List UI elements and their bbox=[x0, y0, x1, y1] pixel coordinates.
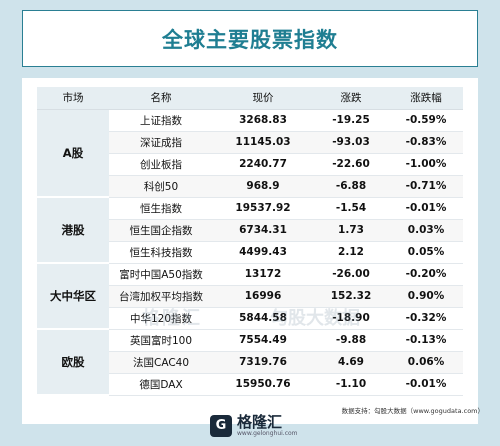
logo-url: www.gelonghui.com bbox=[237, 430, 298, 437]
price-cell: 5844.58 bbox=[213, 307, 313, 330]
change-cell: -1.54 bbox=[313, 197, 389, 220]
pct-cell: -0.59% bbox=[389, 109, 463, 132]
table-panel: 市场 名称 现价 涨跌 涨跌幅 A股 上证指数 3268.83 -19.25 -0.59… bbox=[22, 78, 478, 424]
watermark-left: 格隆汇 bbox=[142, 308, 202, 329]
name-cell: 富时中国A50指数 bbox=[109, 263, 213, 286]
price-cell: 7319.76 bbox=[213, 351, 313, 374]
title-box: 全球主要股票指数 bbox=[22, 10, 478, 67]
watermark-right: 勾股大数据 bbox=[270, 308, 360, 329]
table-row: A股 上证指数 3268.83 -19.25 -0.59% bbox=[37, 109, 463, 198]
name-cell: 德国DAX bbox=[109, 373, 213, 396]
price-cell: 2240.77 bbox=[213, 153, 313, 176]
name-cell: 中华120指数 bbox=[109, 307, 213, 330]
pct-cell: -1.00% bbox=[389, 153, 463, 176]
market-cell: 港股 bbox=[37, 197, 109, 264]
col-header-pct: 涨跌幅 bbox=[389, 87, 463, 110]
index-table: 市场 名称 现价 涨跌 涨跌幅 A股 上证指数 3268.83 -19.25 -0.59… bbox=[37, 87, 463, 396]
price-cell: 16996 bbox=[213, 285, 313, 308]
name-cell: 台湾加权平均指数 bbox=[109, 285, 213, 308]
name-cell: 恒生指数 bbox=[109, 197, 213, 220]
table-row: 恒生国企指数 6734.31 1.73 0.03% bbox=[37, 219, 463, 242]
pct-cell: -0.83% bbox=[389, 131, 463, 154]
price-cell: 15950.76 bbox=[213, 373, 313, 396]
table-row: 欧股 英国富时100 7554.49 -9.88 -0.13% bbox=[37, 329, 463, 396]
table-row: 法国CAC40 7319.76 4.69 0.06% bbox=[37, 351, 463, 374]
pct-cell: -0.20% bbox=[389, 263, 463, 286]
logo-name: 格隆汇 bbox=[237, 413, 283, 431]
name-cell: 创业板指 bbox=[109, 153, 213, 176]
col-header-change: 涨跌 bbox=[313, 87, 389, 110]
pct-cell: 0.90% bbox=[389, 285, 463, 308]
change-cell: -6.88 bbox=[313, 175, 389, 198]
table-row: 深证成指 11145.03 -93.03 -0.83% bbox=[37, 131, 463, 154]
price-cell: 7554.49 bbox=[213, 329, 313, 352]
name-cell: 深证成指 bbox=[109, 131, 213, 154]
table-row: 中华120指数 5844.58 -18.90 -0.32% bbox=[37, 307, 463, 330]
change-cell: 2.12 bbox=[313, 241, 389, 264]
table-header-row: 市场 名称 现价 涨跌 涨跌幅 bbox=[37, 87, 463, 110]
page-title: 全球主要股票指数 bbox=[162, 27, 338, 52]
brand-logo: G 格隆汇 www.gelonghui.com bbox=[210, 414, 298, 437]
table-row: 港股 恒生指数 19537.92 -1.54 -0.01% bbox=[37, 197, 463, 264]
col-header-market: 市场 bbox=[37, 87, 109, 110]
change-cell: -93.03 bbox=[313, 131, 389, 154]
price-cell: 13172 bbox=[213, 263, 313, 286]
name-cell: 恒生国企指数 bbox=[109, 219, 213, 242]
table-row: 创业板指 2240.77 -22.60 -1.00% bbox=[37, 153, 463, 176]
table-row: 大中华区 富时中国A50指数 13172 -26.00 -0.20% bbox=[37, 263, 463, 330]
name-cell: 科创50 bbox=[109, 175, 213, 198]
name-cell: 上证指数 bbox=[109, 109, 213, 132]
change-cell: 1.73 bbox=[313, 219, 389, 242]
table-row: 台湾加权平均指数 16996 152.32 0.90% bbox=[37, 285, 463, 308]
pct-cell: 0.03% bbox=[389, 219, 463, 242]
change-cell: -18.90 bbox=[313, 307, 389, 330]
pct-cell: -0.01% bbox=[389, 197, 463, 220]
logo-icon: G bbox=[210, 414, 232, 437]
table-row: 恒生科技指数 4499.43 2.12 0.05% bbox=[37, 241, 463, 264]
price-cell: 11145.03 bbox=[213, 131, 313, 154]
change-cell: -26.00 bbox=[313, 263, 389, 286]
price-cell: 3268.83 bbox=[213, 109, 313, 132]
pct-cell: -0.32% bbox=[389, 307, 463, 330]
change-cell: -9.88 bbox=[313, 329, 389, 352]
price-cell: 19537.92 bbox=[213, 197, 313, 220]
price-cell: 968.9 bbox=[213, 175, 313, 198]
market-cell: A股 bbox=[37, 109, 109, 198]
table-body: A股 上证指数 3268.83 -19.25 -0.59% 深证成指 11145.03 -93… bbox=[37, 109, 463, 396]
data-source-note: 数据支持：勾股大数据（www.gogudata.com） bbox=[341, 407, 484, 415]
price-cell: 6734.31 bbox=[213, 219, 313, 242]
change-cell: -19.25 bbox=[313, 109, 389, 132]
pct-cell: -0.71% bbox=[389, 175, 463, 198]
col-header-name: 名称 bbox=[109, 87, 213, 110]
change-cell: 152.32 bbox=[313, 285, 389, 308]
pct-cell: 0.05% bbox=[389, 241, 463, 264]
col-header-price: 现价 bbox=[213, 87, 313, 110]
change-cell: -1.10 bbox=[313, 373, 389, 396]
change-cell: 4.69 bbox=[313, 351, 389, 374]
table-row: 科创50 968.9 -6.88 -0.71% bbox=[37, 175, 463, 198]
name-cell: 恒生科技指数 bbox=[109, 241, 213, 264]
table-row: 德国DAX 15950.76 -1.10 -0.01% bbox=[37, 373, 463, 396]
name-cell: 法国CAC40 bbox=[109, 351, 213, 374]
pct-cell: -0.01% bbox=[389, 373, 463, 396]
price-cell: 4499.43 bbox=[213, 241, 313, 264]
pct-cell: -0.13% bbox=[389, 329, 463, 352]
pct-cell: 0.06% bbox=[389, 351, 463, 374]
change-cell: -22.60 bbox=[313, 153, 389, 176]
name-cell: 英国富时100 bbox=[109, 329, 213, 352]
market-cell: 大中华区 bbox=[37, 263, 109, 330]
market-cell: 欧股 bbox=[37, 329, 109, 396]
